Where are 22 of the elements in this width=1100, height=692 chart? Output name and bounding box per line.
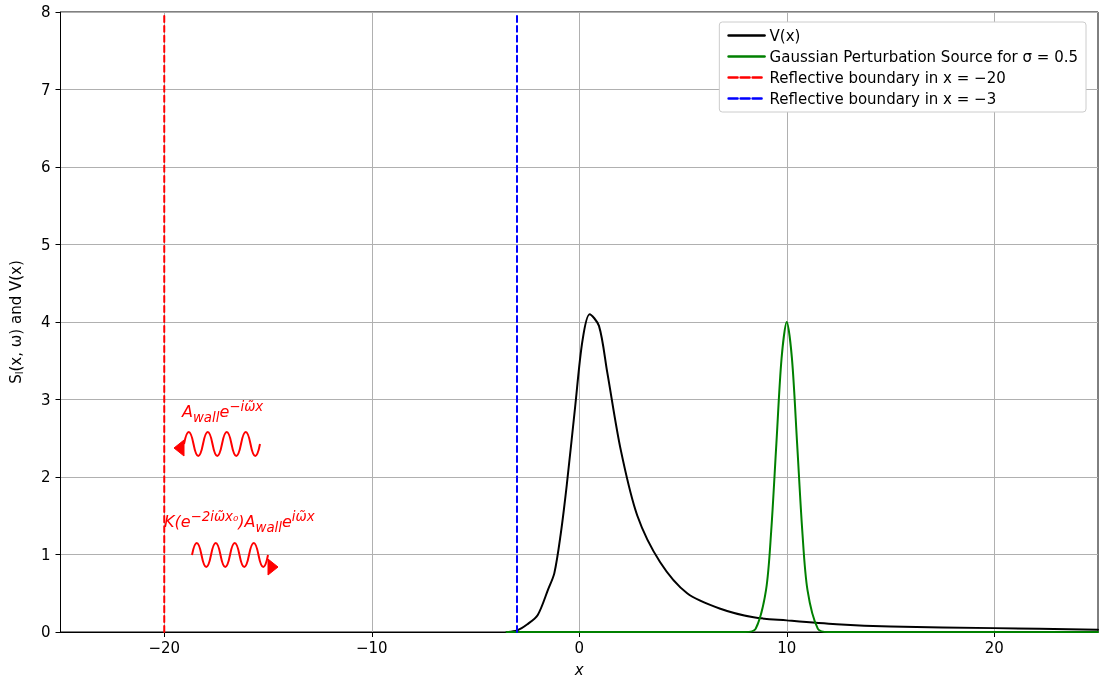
legend-label: Reflective boundary in x = −3 bbox=[769, 89, 997, 108]
x-tick-label: −10 bbox=[355, 638, 388, 657]
x-tick-label: 20 bbox=[984, 638, 1004, 657]
y-tick-label: 1 bbox=[40, 545, 51, 564]
legend-label: Gaussian Perturbation Source for σ = 0.5 bbox=[769, 47, 1079, 66]
annotation: K(e$^{−2iω̃x₀}$)A$_{wall}$e$^{iω̃x}$ bbox=[164, 509, 315, 535]
x-tick-label: 10 bbox=[777, 638, 797, 657]
y-tick-label: 3 bbox=[40, 390, 51, 409]
x-tick-label: −20 bbox=[148, 638, 181, 657]
y-tick-label: 6 bbox=[40, 158, 51, 176]
x-axis-title: x bbox=[573, 660, 584, 679]
y-tick-label: 5 bbox=[40, 235, 51, 254]
annotation: A$_{wall}$e$^{−iω̃x}$ bbox=[182, 399, 264, 425]
y-tick-label: 8 bbox=[40, 3, 51, 21]
legend-label: Reflective boundary in x = −20 bbox=[769, 68, 1006, 87]
y-tick-label: 4 bbox=[40, 313, 51, 331]
y-axis-title: Sl(x, ω) and V(x) bbox=[6, 260, 25, 384]
y-tick-label: 7 bbox=[40, 80, 51, 99]
y-tick-label: 2 bbox=[40, 468, 51, 486]
x-tick-label: 0 bbox=[574, 638, 585, 657]
legend-label: V(x) bbox=[769, 26, 801, 45]
y-tick-label: 0 bbox=[40, 623, 51, 641]
